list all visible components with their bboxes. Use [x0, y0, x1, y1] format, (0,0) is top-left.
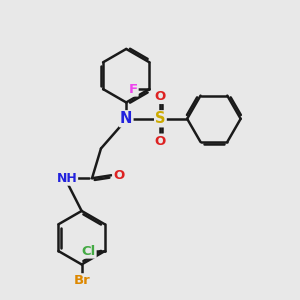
Text: NH: NH	[56, 172, 77, 185]
Text: F: F	[128, 82, 138, 96]
Text: Cl: Cl	[81, 244, 96, 258]
Text: S: S	[155, 111, 166, 126]
Text: O: O	[155, 90, 166, 103]
Text: O: O	[113, 169, 124, 182]
Text: N: N	[120, 111, 132, 126]
Text: O: O	[155, 135, 166, 148]
Text: Br: Br	[73, 274, 90, 287]
